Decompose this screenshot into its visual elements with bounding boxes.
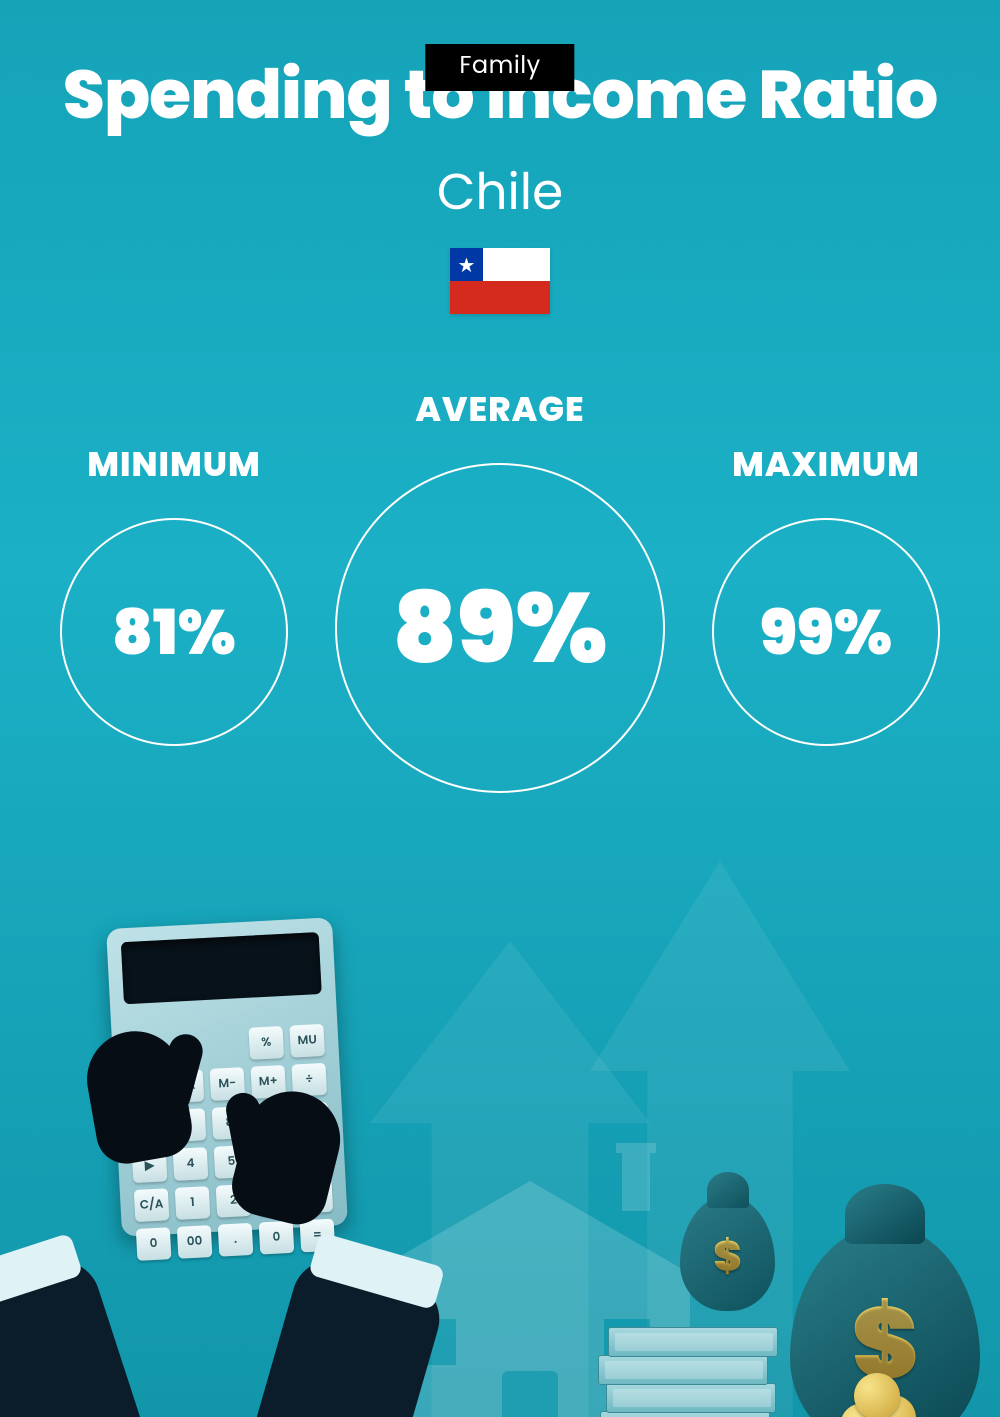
country-name: Chile	[0, 154, 1000, 230]
category-badge: Family	[425, 44, 574, 91]
calculator-key: 00	[177, 1225, 213, 1259]
average-value: 89%	[393, 555, 608, 702]
calculator-key: C/A	[134, 1188, 170, 1222]
minimum-label: MINIMUM	[87, 439, 261, 490]
left-sleeve	[0, 1251, 166, 1417]
calculator-key: .	[218, 1223, 254, 1257]
metric-minimum: MINIMUM 81%	[60, 439, 288, 746]
calculator-key: MU	[289, 1024, 325, 1058]
calculator-key: 0	[259, 1221, 295, 1255]
maximum-label: MAXIMUM	[732, 439, 920, 490]
maximum-circle: 99%	[712, 518, 940, 746]
illustration-area: $ $ %MUMCMRM-M+÷+/-789x▶456-C/A123+000.0…	[0, 821, 1000, 1417]
average-label: AVERAGE	[415, 384, 584, 435]
metrics-row: MINIMUM 81% AVERAGE 89% MAXIMUM 99%	[0, 384, 1000, 824]
left-hand-icon	[79, 1024, 196, 1169]
right-sleeve	[233, 1250, 449, 1417]
minimum-value: 81%	[112, 586, 236, 679]
calculator-key: 1	[175, 1186, 211, 1220]
cash-stack-icon	[600, 1301, 770, 1417]
calculator-screen	[121, 932, 322, 1004]
metric-average: AVERAGE 89%	[335, 384, 665, 793]
minimum-circle: 81%	[60, 518, 288, 746]
calculator-key: 0	[136, 1227, 172, 1261]
average-circle: 89%	[335, 463, 665, 793]
maximum-value: 99%	[760, 586, 892, 679]
dollar-sign-icon: $	[714, 1224, 742, 1287]
metric-maximum: MAXIMUM 99%	[712, 439, 940, 746]
calculator-key: %	[248, 1026, 284, 1060]
chile-flag: ★	[450, 248, 550, 314]
flag-star-icon: ★	[458, 255, 476, 275]
hands-holding-calculator: %MUMCMRM-M+÷+/-789x▶456-C/A123+000.0=	[0, 901, 420, 1417]
